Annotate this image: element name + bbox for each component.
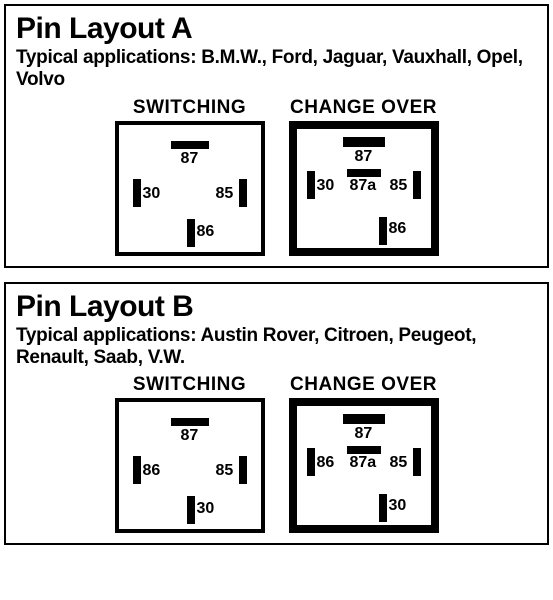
relay-diagram: 87 87a 30 85 86 xyxy=(289,121,439,256)
diagram-label: SWITCHING xyxy=(133,374,246,396)
pin-label-87: 87 xyxy=(355,426,373,442)
pin-label-86: 86 xyxy=(143,463,161,479)
panel-applications: Typical applications: Austin Rover, Citr… xyxy=(16,325,537,369)
pin-label-30: 30 xyxy=(197,501,215,517)
pin-label-30: 30 xyxy=(143,186,161,202)
pin-label-85: 85 xyxy=(216,186,234,202)
layout-panel-0: Pin Layout ATypical applications: B.M.W.… xyxy=(4,4,549,268)
pin-label-30: 30 xyxy=(389,498,407,514)
diagram-col-0: SWITCHING 87 86 85 30 xyxy=(115,374,265,533)
diagram-label: CHANGE OVER xyxy=(290,374,437,396)
pin-label-86: 86 xyxy=(389,221,407,237)
diagram-col-1: CHANGE OVER 87 87a 30 85 86 xyxy=(289,97,439,256)
pin-label-87: 87 xyxy=(181,151,199,167)
layout-panel-1: Pin Layout BTypical applications: Austin… xyxy=(4,282,549,546)
panel-applications: Typical applications: B.M.W., Ford, Jagu… xyxy=(16,47,537,91)
pin-label-85: 85 xyxy=(216,463,234,479)
pin-label-30: 30 xyxy=(317,178,335,194)
relay-diagram: 87 87a 86 85 30 xyxy=(289,398,439,533)
diagram-row: SWITCHING 87 30 85 86 CHANGE OVER 87 87a 30 85 86 xyxy=(16,97,537,256)
pin-label-85: 85 xyxy=(390,178,408,194)
diagram-col-1: CHANGE OVER 87 87a 86 85 30 xyxy=(289,374,439,533)
diagram-label: SWITCHING xyxy=(133,97,246,119)
relay-diagram: 87 86 85 30 xyxy=(115,398,265,533)
diagram-label: CHANGE OVER xyxy=(290,97,437,119)
diagram-row: SWITCHING 87 86 85 30 CHANGE OVER 87 87a 86 85 30 xyxy=(16,374,537,533)
pin-label-85: 85 xyxy=(390,455,408,471)
pin-label-86: 86 xyxy=(317,455,335,471)
panel-title: Pin Layout B xyxy=(16,290,537,323)
pin-label-87a: 87a xyxy=(350,178,377,194)
pin-label-86: 86 xyxy=(197,224,215,240)
diagram-col-0: SWITCHING 87 30 85 86 xyxy=(115,97,265,256)
panel-title: Pin Layout A xyxy=(16,12,537,45)
pin-label-87: 87 xyxy=(355,149,373,165)
pin-label-87: 87 xyxy=(181,428,199,444)
relay-diagram: 87 30 85 86 xyxy=(115,121,265,256)
pin-label-87a: 87a xyxy=(350,455,377,471)
